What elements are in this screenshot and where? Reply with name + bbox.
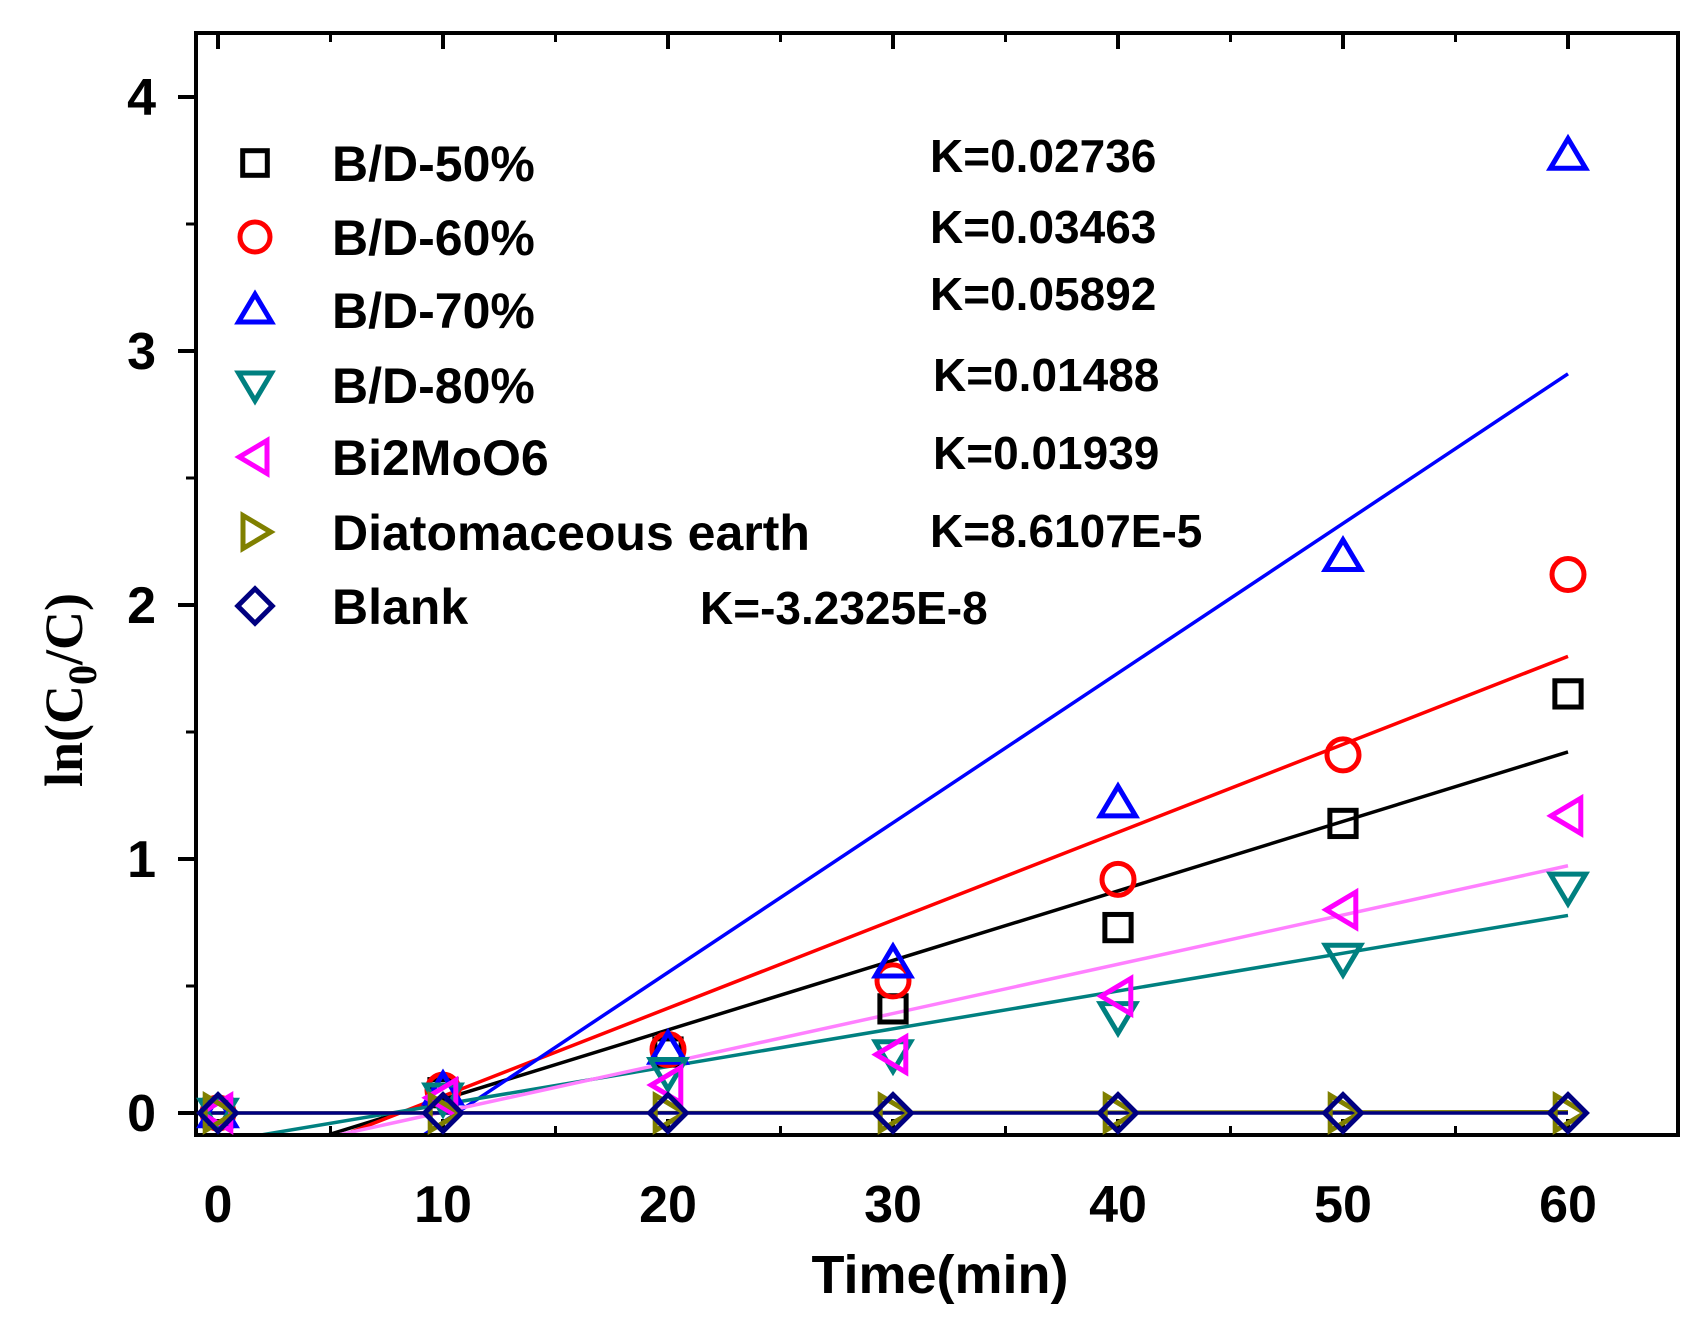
data-point [1096,781,1140,819]
data-point [646,1057,690,1095]
data-point [1321,1091,1365,1135]
legend-marker [234,585,276,627]
legend-label: Diatomaceous earth [332,505,810,561]
axis-ticks: 0 10 20 30 40 50 60 0 1 2 3 4 [127,33,1597,1234]
legend-marker [234,370,276,406]
x-tick-label: 30 [864,1176,922,1234]
y-tick-label: 3 [127,323,156,381]
data-point [1546,793,1584,838]
data-point [871,1091,915,1135]
data-point [652,1091,690,1135]
y-tick-label: 4 [127,69,156,127]
data-point [1324,736,1362,774]
legend: B/D-50% B/D-60% B/D-70% B/D-80% Bi2MoO6 Diato… [234,136,810,635]
fit-line [423,372,1569,1133]
x-tick-label: 0 [204,1176,233,1234]
data-point [1096,1091,1140,1135]
k-label: K=-3.2325E-8 [700,582,988,634]
legend-label: B/D-60% [332,210,535,266]
data-point [1321,942,1365,980]
y-tick-label: 2 [127,577,156,635]
data-point [874,962,912,1000]
data-point [1546,1091,1590,1135]
k-label: K=0.02736 [930,130,1156,182]
data-point [421,1075,459,1120]
legend-marker [234,436,270,478]
legend-label: Bi2MoO6 [332,430,549,486]
x-tick-label: 60 [1539,1176,1597,1234]
data-point [1546,871,1590,909]
k-label: K=0.03463 [930,201,1156,253]
data-point [1327,1091,1365,1135]
data-point [421,1091,465,1135]
legend-label: B/D-50% [332,136,535,192]
legend-marker [240,148,270,178]
data-point [1327,807,1359,840]
x-axis-title: Time(min) [811,1245,1068,1305]
fit-line [262,913,1569,1133]
legend-label: B/D-80% [332,358,535,414]
legend-marker [240,511,276,553]
k-label: K=0.01488 [933,349,1159,401]
x-tick-label: 10 [414,1176,472,1234]
y-tick-label: 1 [127,831,156,889]
data-point [1549,556,1587,594]
data-point [202,1091,240,1135]
data-points [196,133,1590,1135]
y-axis-title: ln(C0/C) [34,593,105,787]
legend-marker [234,289,276,325]
data-point [427,1091,465,1135]
k-label: K=0.05892 [930,268,1156,320]
data-point [1102,1091,1140,1135]
data-point [646,1091,690,1135]
data-point [1552,1091,1590,1135]
legend-label: Blank [332,579,468,635]
fit-line [338,864,1569,1133]
data-point [1552,678,1584,710]
data-point [1099,860,1137,898]
k-label: K=0.01939 [933,427,1159,479]
x-tick-label: 40 [1089,1176,1147,1234]
data-point [871,941,915,979]
legend-label: B/D-70% [332,283,535,339]
legend-marker [237,219,273,255]
data-point [1096,974,1134,1019]
data-point [871,1032,909,1077]
data-point [877,993,909,1025]
plot-frame [194,31,1680,1137]
x-tick-label: 50 [1314,1176,1372,1234]
data-point [1102,911,1134,944]
data-point [877,1091,915,1135]
data-point [1546,133,1590,171]
k-label: K=8.6107E-5 [930,505,1202,557]
k-labels: K=0.02736 K=0.03463 K=0.05892 K=0.01488 K=0.… [700,130,1202,634]
data-point [646,1027,690,1065]
x-tick-label: 20 [639,1176,697,1234]
fit-line [343,654,1569,1133]
data-point [196,1091,240,1135]
data-point [1321,887,1359,932]
data-point [1321,535,1365,573]
y-tick-label: 0 [127,1085,156,1143]
